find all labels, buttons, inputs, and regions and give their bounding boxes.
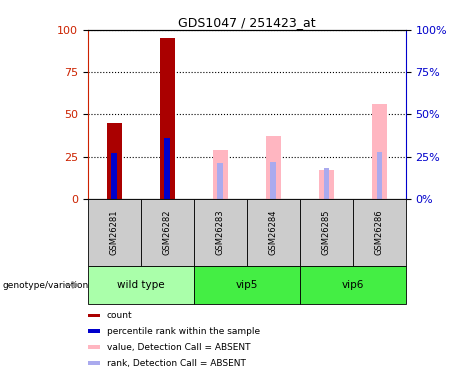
- Bar: [141, 199, 194, 266]
- Bar: [271, 162, 276, 199]
- Text: count: count: [106, 311, 132, 320]
- Bar: [160, 39, 175, 199]
- Bar: [372, 104, 387, 199]
- Bar: [266, 136, 281, 199]
- Text: GSM26286: GSM26286: [375, 210, 384, 255]
- Bar: [247, 199, 300, 266]
- Bar: [88, 362, 100, 365]
- Title: GDS1047 / 251423_at: GDS1047 / 251423_at: [178, 16, 315, 29]
- Bar: [319, 170, 334, 199]
- Bar: [88, 345, 100, 349]
- Bar: [88, 330, 100, 333]
- Bar: [165, 138, 170, 199]
- Bar: [300, 266, 406, 304]
- Bar: [194, 199, 247, 266]
- Bar: [112, 153, 117, 199]
- Bar: [324, 168, 329, 199]
- Bar: [194, 266, 300, 304]
- Text: GSM26281: GSM26281: [110, 210, 118, 255]
- Bar: [88, 314, 100, 317]
- Bar: [377, 152, 382, 199]
- Text: GSM26284: GSM26284: [269, 210, 278, 255]
- Bar: [300, 199, 353, 266]
- Text: wild type: wild type: [117, 280, 165, 290]
- Text: value, Detection Call = ABSENT: value, Detection Call = ABSENT: [106, 343, 250, 352]
- Bar: [218, 164, 223, 199]
- Text: genotype/variation: genotype/variation: [2, 280, 89, 290]
- Text: vip6: vip6: [342, 280, 364, 290]
- Bar: [353, 199, 406, 266]
- Bar: [106, 123, 122, 199]
- Text: GSM26285: GSM26285: [322, 210, 331, 255]
- Text: GSM26282: GSM26282: [163, 210, 171, 255]
- Text: percentile rank within the sample: percentile rank within the sample: [106, 327, 260, 336]
- Text: vip5: vip5: [236, 280, 258, 290]
- Bar: [88, 199, 141, 266]
- Text: rank, Detection Call = ABSENT: rank, Detection Call = ABSENT: [106, 359, 246, 368]
- Bar: [88, 266, 194, 304]
- Text: GSM26283: GSM26283: [216, 210, 225, 255]
- Bar: [213, 150, 228, 199]
